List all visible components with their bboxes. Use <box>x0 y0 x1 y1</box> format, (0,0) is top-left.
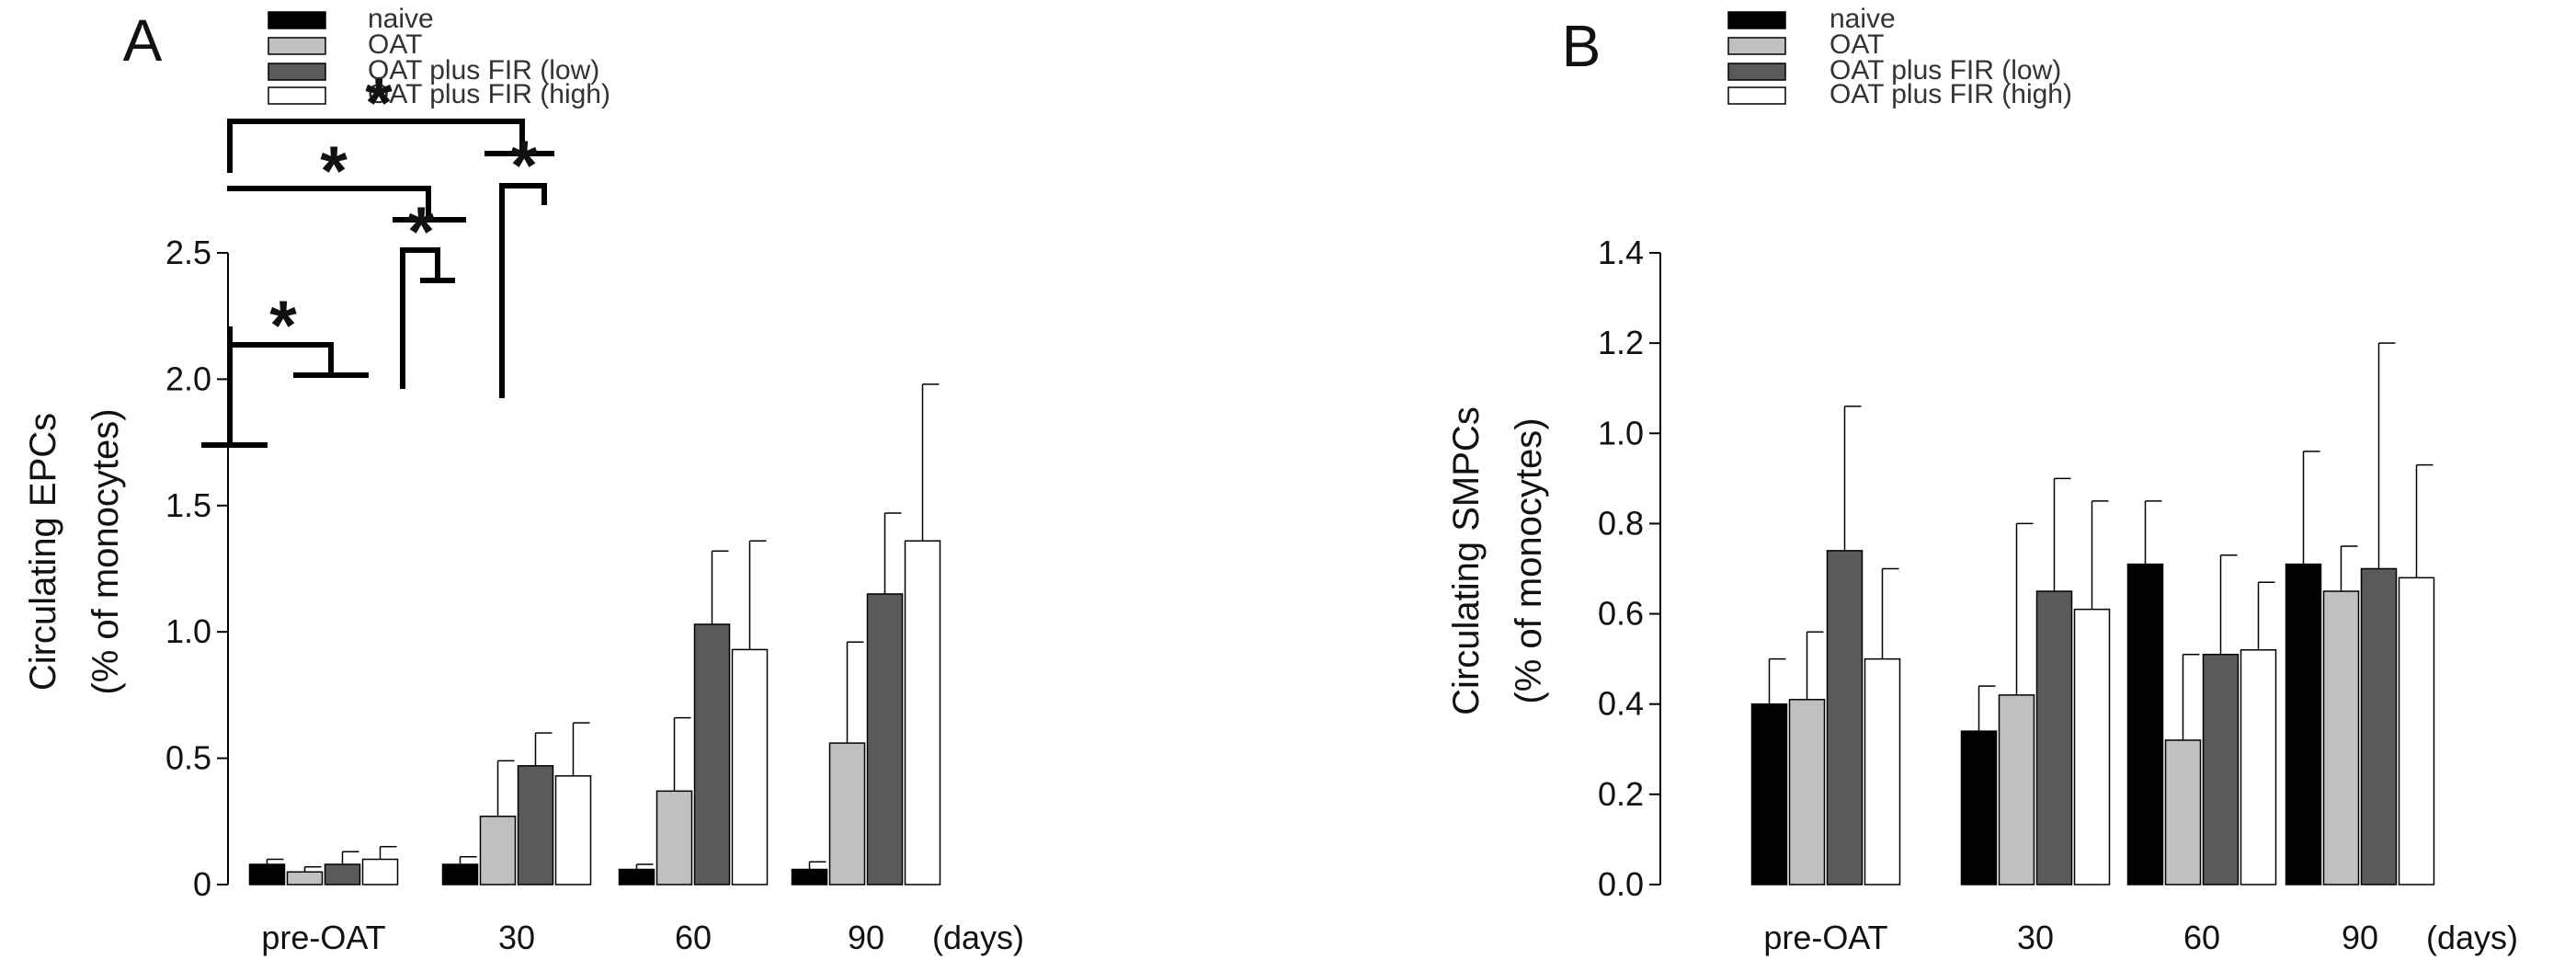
legend-swatch <box>1727 86 1786 105</box>
y-axis-label-unit: (% of monocytes) <box>85 408 126 694</box>
x-tick-label: pre-OAT <box>1763 919 1887 956</box>
y-tick-label: 0 <box>193 865 211 903</box>
legend-swatch <box>1727 63 1786 81</box>
legend-swatch <box>268 86 326 105</box>
x-tick-label: 30 <box>2017 919 2054 956</box>
bar <box>2360 567 2398 885</box>
y-tick-label: 0.4 <box>1598 685 1644 723</box>
legend-label: OAT plus FIR (high) <box>1829 79 2072 109</box>
x-tick-label: 90 <box>848 919 884 956</box>
significance-star: * <box>320 132 348 211</box>
x-tick-label: pre-OAT <box>261 919 385 956</box>
legend-swatch <box>1727 37 1786 55</box>
significance-star: * <box>510 127 538 205</box>
bar <box>248 863 286 885</box>
legend-label: OAT plus FIR (low) <box>368 55 599 86</box>
legend-label: naive <box>1829 4 1896 34</box>
y-tick-label: 1.0 <box>165 612 211 650</box>
bar <box>2240 649 2277 885</box>
significance-star: * <box>269 287 297 365</box>
bar <box>791 868 828 885</box>
bar <box>731 648 769 885</box>
bar <box>2035 590 2073 885</box>
significance-brackets: ***** <box>201 64 554 448</box>
y-tick-label: 0.0 <box>1598 865 1644 903</box>
bar <box>1960 730 1998 885</box>
y-tick-label: 0.2 <box>1598 775 1644 813</box>
bar <box>324 863 361 885</box>
bar <box>2126 563 2164 885</box>
panel-letter: A <box>123 7 163 74</box>
legend-label: OAT <box>368 29 422 60</box>
bar <box>866 593 904 885</box>
y-tick-label: 1.4 <box>1598 234 1644 271</box>
x-tick-label: 60 <box>675 919 712 956</box>
bar <box>2398 577 2435 885</box>
legend-label: naive <box>368 4 434 34</box>
x-tick-label: 90 <box>2342 919 2378 956</box>
bar <box>441 863 479 885</box>
bar <box>554 775 592 885</box>
y-tick-label: 1.2 <box>1598 324 1644 361</box>
legend-swatch <box>268 37 326 55</box>
y-tick-label: 0.8 <box>1598 504 1644 542</box>
bar <box>361 858 399 885</box>
y-tick-label: 2.0 <box>165 360 211 397</box>
bar <box>1750 703 1788 885</box>
bar <box>1826 550 1864 885</box>
bar <box>618 868 655 885</box>
y-tick-label: 1.5 <box>165 486 211 524</box>
bar <box>2202 653 2240 885</box>
y-tick-label: 2.5 <box>165 234 211 271</box>
legend-label: OAT plus FIR (high) <box>368 79 610 109</box>
bar <box>2073 608 2111 885</box>
y-tick-label: 0.5 <box>165 739 211 777</box>
legend-swatch <box>268 63 326 81</box>
bar <box>517 765 554 885</box>
significance-star: * <box>407 193 435 271</box>
y-tick-label: 1.0 <box>1598 414 1644 451</box>
y-axis-label: Circulating SMPCs <box>1446 406 1487 715</box>
legend-label: OAT <box>1829 29 1884 60</box>
bar <box>655 790 693 885</box>
bar <box>286 871 324 885</box>
bar <box>1998 694 2035 885</box>
y-axis-label-unit: (% of monocytes) <box>1509 417 1549 703</box>
y-axis-label: Circulating EPCs <box>23 413 63 691</box>
legend-swatch <box>268 11 326 29</box>
x-tick-label: 30 <box>498 919 535 956</box>
significance-star: * <box>365 64 393 143</box>
panel-letter: B <box>1562 13 1601 79</box>
legend-swatch <box>1727 11 1786 29</box>
bar <box>1788 699 1826 885</box>
bar <box>2164 739 2202 885</box>
legend-label: OAT plus FIR (low) <box>1829 55 2061 86</box>
bar <box>828 742 866 885</box>
x-tick-label: 60 <box>2183 919 2220 956</box>
bar <box>1864 657 1901 885</box>
bar <box>479 816 517 885</box>
bar <box>693 623 731 885</box>
x-axis-unit: (days) <box>2426 919 2518 956</box>
y-tick-label: 0.6 <box>1598 595 1644 633</box>
bar <box>2322 590 2360 885</box>
x-axis-unit: (days) <box>932 919 1024 956</box>
bar <box>2285 563 2322 885</box>
bar <box>904 540 941 885</box>
